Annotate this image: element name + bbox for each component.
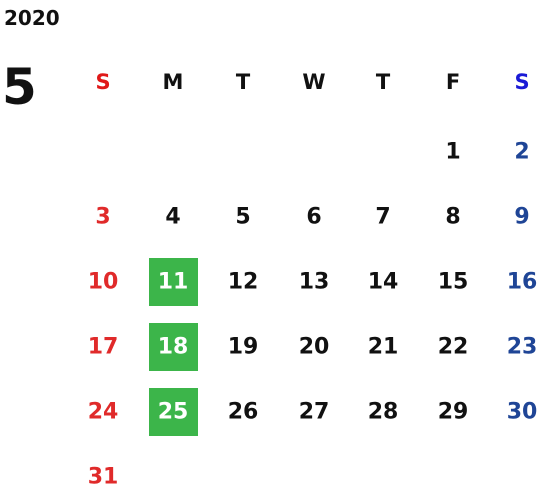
day: 15 [437,269,469,295]
day: 7 [375,204,391,230]
month: 5 [2,58,37,116]
day: 4 [165,204,181,230]
highlight [148,388,198,436]
highlight [148,258,198,306]
day: 20 [298,334,330,360]
day: 10 [87,269,119,295]
day: 23 [506,334,538,360]
day: 18 [157,334,189,360]
day: 29 [437,399,469,425]
weekday: S [514,70,530,94]
day: 26 [227,399,259,425]
day: 31 [87,464,119,490]
day: 14 [367,269,399,295]
day: 22 [437,334,469,360]
day: 2 [514,139,530,165]
day: 5 [235,204,251,230]
weekday: W [302,70,326,94]
day: 1 [445,139,461,165]
day: 25 [157,399,189,425]
weekday: T [235,70,251,94]
day: 30 [506,399,538,425]
day: 21 [367,334,399,360]
weekday: T [375,70,391,94]
day: 17 [87,334,119,360]
day: 11 [157,269,189,295]
day: 28 [367,399,399,425]
day: 3 [95,204,111,230]
day: 27 [298,399,330,425]
day: 8 [445,204,461,230]
weekday: M [162,70,184,94]
day: 13 [298,269,330,295]
day: 12 [227,269,259,295]
year: 2020 [4,6,60,30]
day: 16 [506,269,538,295]
day: 24 [87,399,119,425]
weekday: F [445,70,461,94]
day: 6 [306,204,322,230]
day: 9 [514,204,530,230]
weekday: S [95,70,111,94]
day: 19 [227,334,259,360]
highlight [148,323,198,371]
